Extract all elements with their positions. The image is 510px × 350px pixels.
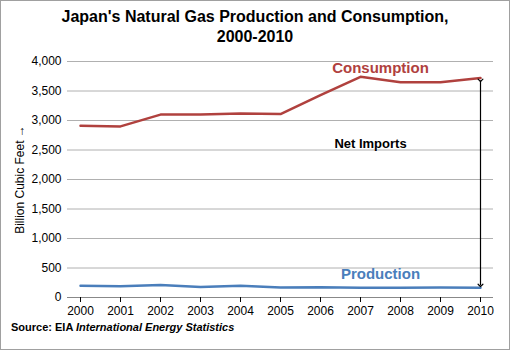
svg-text:3,500: 3,500 xyxy=(31,84,61,98)
svg-text:2,500: 2,500 xyxy=(31,143,61,157)
svg-text:2005: 2005 xyxy=(267,304,294,318)
svg-text:Production: Production xyxy=(341,265,420,282)
svg-text:3,000: 3,000 xyxy=(31,113,61,127)
svg-text:4,000: 4,000 xyxy=(31,54,61,68)
svg-text:0: 0 xyxy=(55,290,62,304)
svg-text:2004: 2004 xyxy=(227,304,254,318)
svg-text:2009: 2009 xyxy=(427,304,454,318)
svg-text:Billion Cubic Feet →: Billion Cubic Feet → xyxy=(13,125,27,234)
svg-text:2000: 2000 xyxy=(67,304,94,318)
svg-text:2006: 2006 xyxy=(307,304,334,318)
svg-text:2008: 2008 xyxy=(387,304,414,318)
svg-text:2001: 2001 xyxy=(107,304,134,318)
svg-text:1,000: 1,000 xyxy=(31,231,61,245)
svg-text:2,000: 2,000 xyxy=(31,172,61,186)
svg-text:Net Imports: Net Imports xyxy=(334,136,406,151)
svg-text:2003: 2003 xyxy=(187,304,214,318)
svg-text:Consumption: Consumption xyxy=(332,59,429,76)
html-text:Source: EIA International Ener: Source: EIA International Energy Statist… xyxy=(11,321,235,333)
svg-text:2010: 2010 xyxy=(467,304,494,318)
svg-text:2002: 2002 xyxy=(147,304,174,318)
html-text:Japan's Natural Gas Production: Japan's Natural Gas Production and Consu… xyxy=(61,8,449,45)
svg-text:2007: 2007 xyxy=(347,304,374,318)
svg-text:1,500: 1,500 xyxy=(31,202,61,216)
svg-text:500: 500 xyxy=(41,261,61,275)
